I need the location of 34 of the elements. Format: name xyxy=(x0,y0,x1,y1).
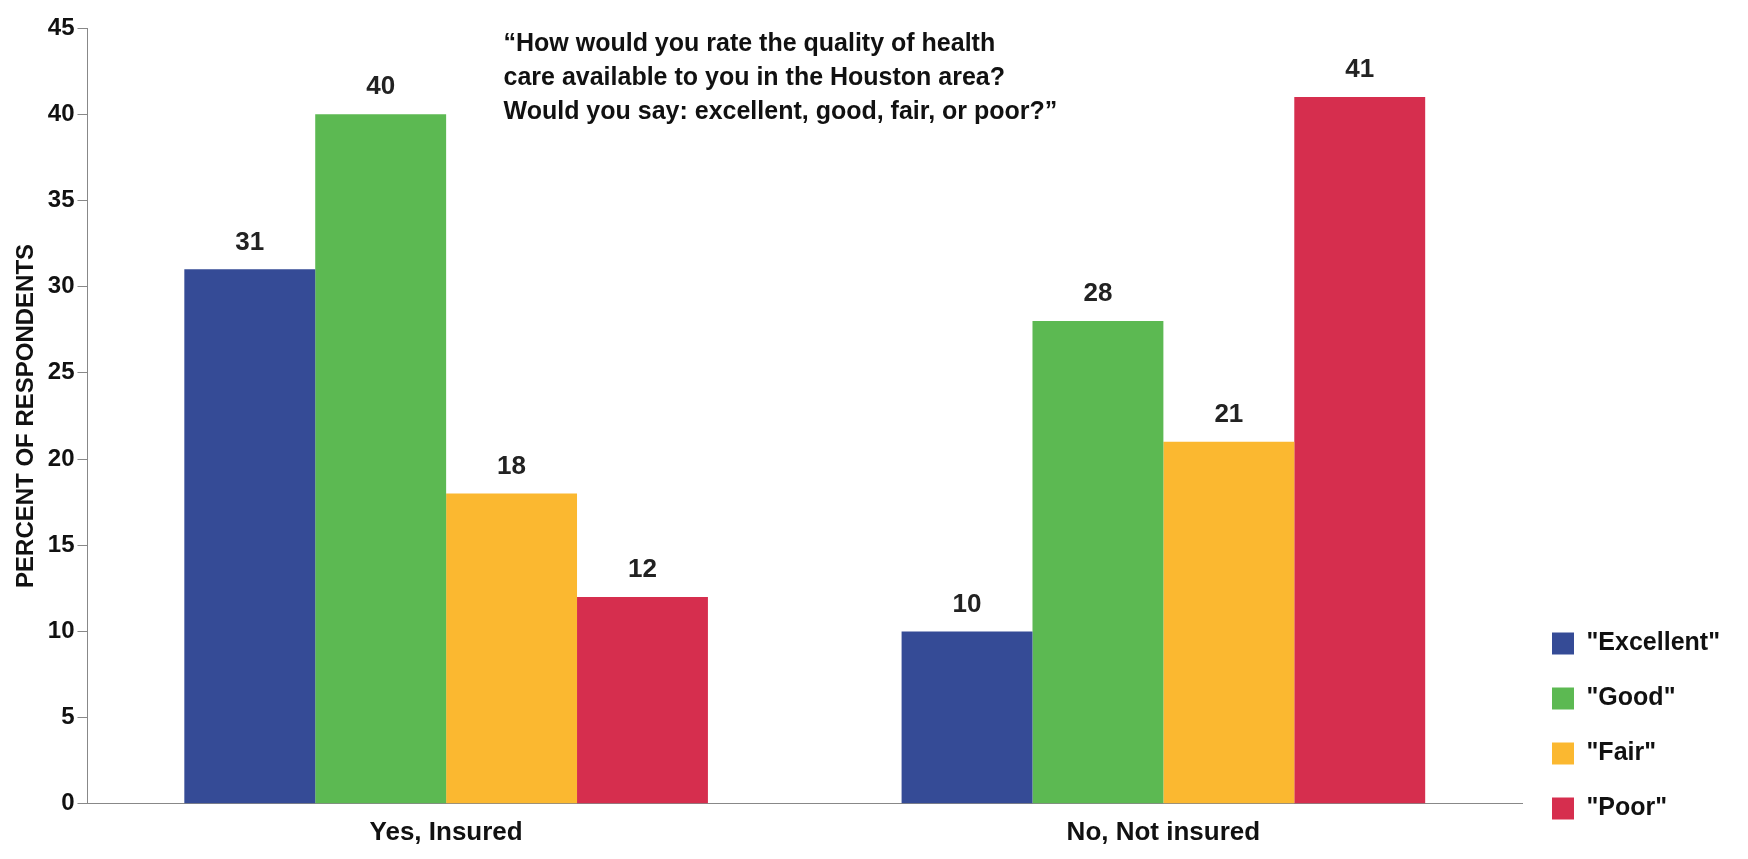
bar xyxy=(184,269,316,804)
y-tick-label: 40 xyxy=(47,98,75,126)
y-tick-label: 25 xyxy=(47,357,75,385)
legend-label: "Good" xyxy=(1586,682,1676,711)
y-tick-label: 35 xyxy=(47,185,75,213)
x-tick-label: No, Not insured xyxy=(1066,815,1261,846)
legend-label: "Poor" xyxy=(1586,792,1668,821)
bar xyxy=(446,493,578,804)
text: “How would you rate the quality of health care available to you in the Houston area? Would you say: excellent, good, fair, or poor?” xyxy=(503,28,1058,125)
data-label: 41 xyxy=(1345,53,1375,84)
legend-label: "Excellent" xyxy=(1586,627,1720,656)
y-tick-label: 10 xyxy=(47,616,75,644)
bar xyxy=(315,114,447,804)
data-label: 12 xyxy=(628,553,657,584)
bar xyxy=(1163,441,1295,804)
bar xyxy=(1032,321,1164,804)
bar xyxy=(1294,96,1426,804)
legend-label: "Fair" xyxy=(1586,737,1657,766)
y-tick-label: 15 xyxy=(47,529,75,557)
bar xyxy=(901,631,1033,804)
y-tick-label: 5 xyxy=(61,702,75,730)
y-tick-label: 0 xyxy=(61,788,75,816)
data-label: 28 xyxy=(1083,277,1113,308)
y-tick-label: 20 xyxy=(47,443,75,471)
data-label: 21 xyxy=(1214,397,1244,428)
bar xyxy=(577,596,708,804)
data-label: 18 xyxy=(497,449,527,480)
y-axis-title: PERCENT OF RESPONDENTS xyxy=(11,243,39,588)
y-tick-label: 30 xyxy=(47,271,75,299)
x-tick-label: Yes, Insured xyxy=(369,815,523,846)
data-label: 31 xyxy=(235,225,265,256)
data-label: 10 xyxy=(952,587,982,618)
data-label: 40 xyxy=(366,70,396,101)
y-tick-label: 45 xyxy=(47,12,75,40)
